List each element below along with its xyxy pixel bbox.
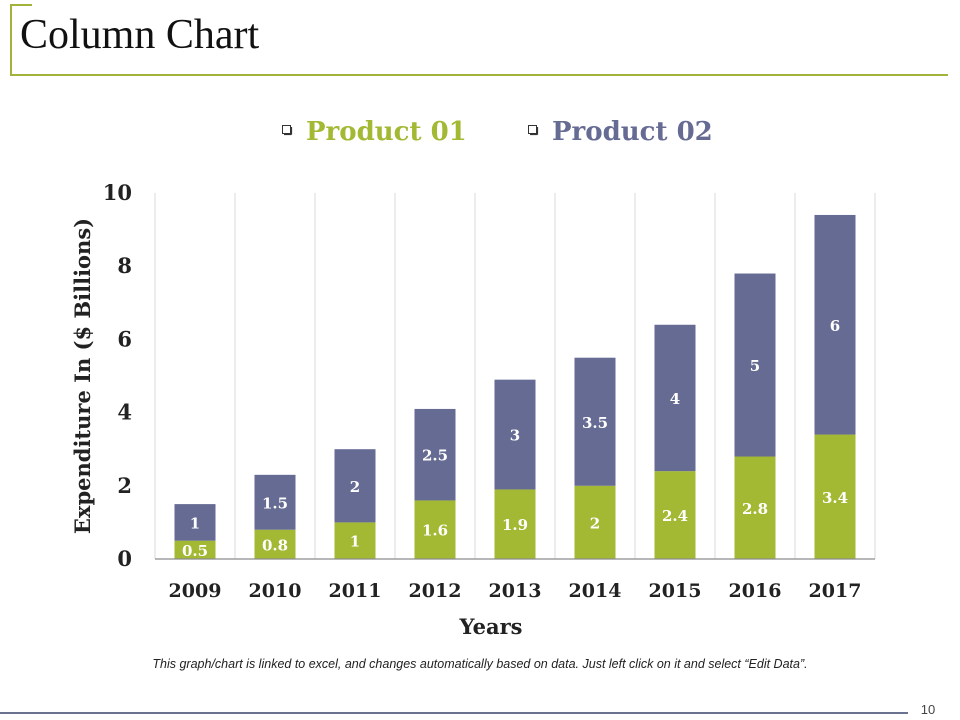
bar-segment	[734, 456, 776, 559]
bar-segment	[574, 485, 616, 559]
title-frame	[10, 4, 950, 76]
bar-segment	[334, 522, 376, 559]
y-tick-label: 6	[117, 326, 132, 351]
bar-segment	[254, 529, 296, 559]
legend-marker	[528, 125, 537, 134]
x-tick-label: 2011	[329, 580, 382, 602]
data-label: 0.8	[262, 536, 288, 554]
bar-segment	[174, 540, 216, 559]
chart-grid	[154, 193, 876, 559]
y-axis: 0 2 4 6 8 10	[103, 180, 132, 571]
chart-bars	[174, 214, 856, 559]
data-label: 3.5	[582, 414, 608, 432]
bar-segment	[654, 471, 696, 559]
data-label: 2.8	[742, 500, 768, 518]
legend-marker	[282, 125, 291, 134]
y-tick-label: 0	[117, 546, 132, 571]
data-label: 6	[830, 317, 840, 335]
data-label: 3	[510, 427, 520, 445]
bar-segment	[414, 408, 456, 501]
x-tick-label: 2012	[409, 580, 462, 602]
bar-segment	[334, 449, 376, 523]
bar-segment	[174, 504, 216, 541]
chart-legend: Product 01 Product 02	[282, 117, 713, 147]
chart-footnote: This graph/chart is linked to excel, and…	[152, 657, 808, 671]
y-tick-label: 10	[103, 180, 132, 205]
data-label: 1	[350, 533, 360, 551]
data-label: 2	[590, 514, 600, 532]
page-number: 10	[920, 702, 936, 717]
x-tick-label: 2015	[649, 580, 702, 602]
data-label: 4	[670, 390, 680, 408]
x-tick-label: 2013	[489, 580, 542, 602]
bar-segment	[414, 500, 456, 559]
x-tick-label: 2017	[809, 580, 862, 602]
legend-label: Product 01	[306, 117, 467, 147]
chart-data-labels: 0.5 1 0.8 1.5 1 2 1.6 2.5 1.9 3 2 3.5 2.4 4 2.8 5 3.4 6	[182, 317, 848, 560]
y-tick-label: 2	[117, 473, 132, 498]
y-tick-label: 8	[117, 253, 132, 278]
x-tick-label: 2010	[249, 580, 302, 602]
x-tick-label: 2014	[569, 580, 622, 602]
data-label: 1	[190, 514, 200, 532]
data-label: 1.6	[422, 522, 448, 540]
x-axis: 2009 2010 2011 2012 2013 2014 2015 2016 2017	[155, 558, 875, 602]
x-axis-label: Years	[458, 614, 522, 639]
data-label: 1.5	[262, 494, 288, 512]
data-label: 1.9	[502, 516, 528, 534]
data-label: 3.4	[822, 489, 848, 507]
bar-segment	[494, 489, 536, 559]
page-title: Column Chart	[20, 12, 260, 58]
bar-segment	[574, 357, 616, 486]
bar-segment	[734, 273, 776, 457]
data-label: 0.5	[182, 542, 208, 560]
y-axis-label: Expenditure In ($ Billions)	[70, 218, 95, 534]
data-label: 2	[350, 478, 360, 496]
legend-label: Product 02	[552, 117, 713, 147]
bar-segment	[254, 474, 296, 530]
data-label: 5	[750, 357, 760, 375]
footer-divider	[0, 712, 908, 714]
data-label: 2.4	[662, 507, 688, 525]
x-tick-label: 2016	[729, 580, 782, 602]
bar-segment	[814, 434, 856, 559]
data-label: 2.5	[422, 447, 448, 465]
bar-segment	[654, 324, 696, 472]
bar-segment	[494, 379, 536, 490]
x-tick-label: 2009	[169, 580, 222, 602]
bar-segment	[814, 214, 856, 435]
y-tick-label: 4	[117, 400, 132, 425]
